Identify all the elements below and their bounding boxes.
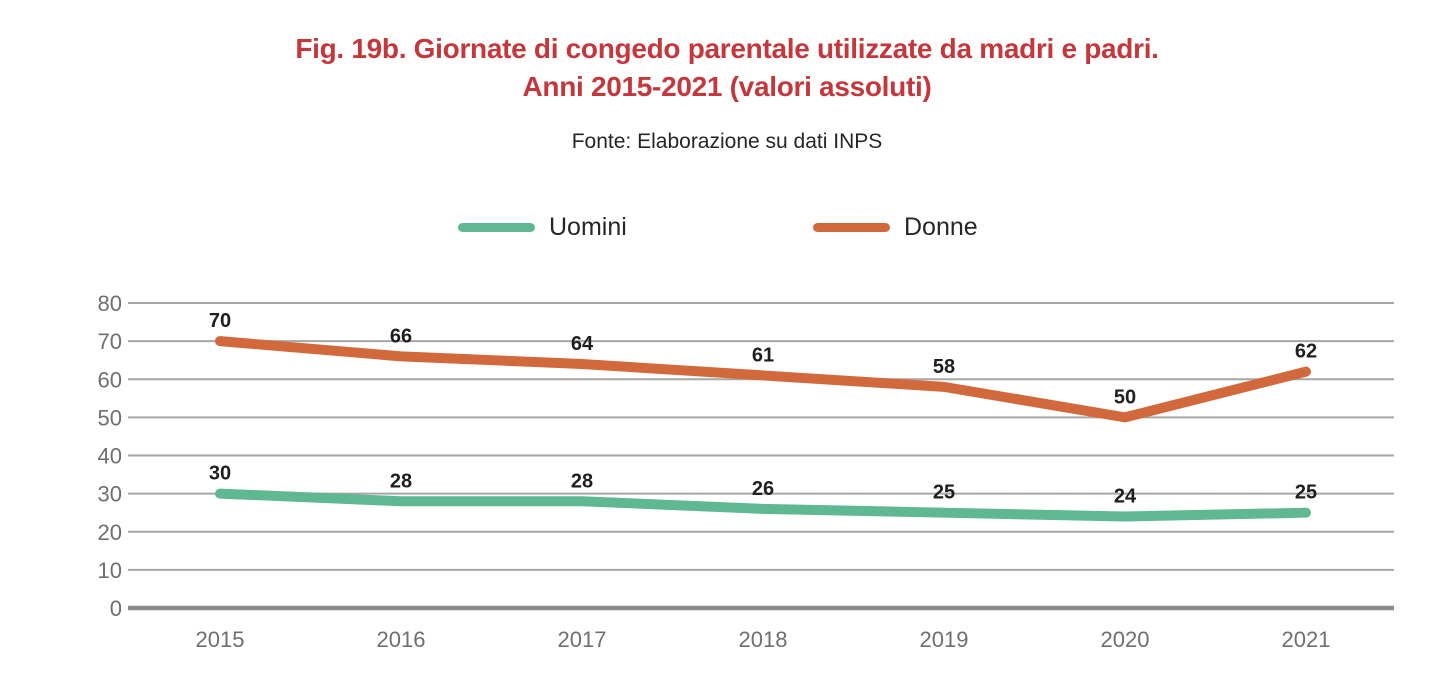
series-line-donne	[215, 336, 1311, 423]
x-tick-label: 2017	[558, 627, 607, 652]
chart-title-line1: Fig. 19b. Giornate di congedo parentale …	[295, 33, 1159, 64]
uomini-line-swatch	[458, 222, 535, 232]
y-tick-label: 10	[98, 558, 122, 583]
data-label-donne: 61	[752, 344, 774, 366]
series-line-uomini	[215, 488, 1311, 522]
data-label-donne: 66	[390, 325, 412, 347]
y-tick-label: 80	[98, 291, 122, 316]
data-label-uomini: 25	[1295, 482, 1317, 504]
legend-item-donne: Donne	[813, 211, 978, 243]
x-tick-label: 2015	[196, 627, 245, 652]
data-label-donne: 50	[1114, 386, 1136, 408]
y-tick-label: 40	[98, 444, 122, 469]
legend-label-donne: Donne	[904, 212, 978, 241]
y-tick-label: 20	[98, 520, 122, 545]
data-label-donne: 64	[571, 333, 594, 355]
data-label-uomini: 30	[209, 463, 231, 485]
x-tick-label: 2018	[739, 627, 788, 652]
data-label-uomini: 26	[752, 478, 774, 500]
y-tick-label: 60	[98, 367, 122, 392]
x-tick-label: 2020	[1101, 627, 1150, 652]
data-label-donne: 58	[933, 356, 955, 378]
donne-line-swatch	[813, 222, 890, 232]
data-label-donne: 62	[1295, 341, 1317, 363]
data-label-uomini: 25	[933, 482, 955, 504]
y-tick-label: 70	[98, 329, 122, 354]
data-label-donne: 70	[209, 310, 231, 332]
y-tick-label: 0	[110, 596, 122, 621]
chart-title: Fig. 19b. Giornate di congedo parentale …	[0, 30, 1454, 106]
chart-source: Fonte: Elaborazione su dati INPS	[571, 130, 883, 153]
chart-title-line2: Anni 2015-2021 (valori assoluti)	[522, 71, 932, 102]
legend-label-uomini: Uomini	[549, 212, 627, 241]
x-tick-label: 2019	[920, 627, 969, 652]
data-label-uomini: 28	[390, 470, 412, 492]
y-tick-label: 50	[98, 405, 122, 430]
x-tick-label: 2021	[1282, 627, 1331, 652]
legend-item-uomini: Uomini	[458, 211, 627, 243]
x-tick-label: 2016	[377, 627, 426, 652]
y-tick-label: 30	[98, 482, 122, 507]
data-label-uomini: 28	[571, 470, 593, 492]
data-label-uomini: 24	[1114, 486, 1137, 508]
